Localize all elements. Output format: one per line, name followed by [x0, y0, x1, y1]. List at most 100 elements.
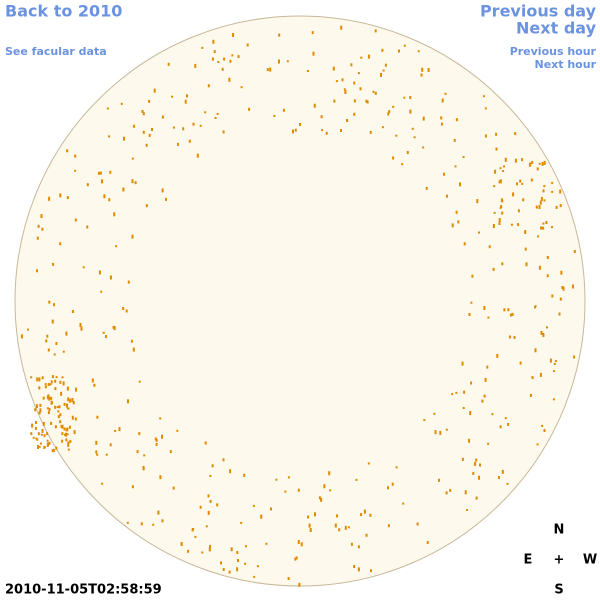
facula	[236, 567, 239, 572]
facula	[66, 386, 69, 391]
facula	[485, 134, 487, 138]
facula	[86, 225, 89, 229]
facula	[48, 408, 51, 411]
facula	[208, 547, 211, 552]
facula	[217, 61, 220, 63]
facula	[82, 266, 85, 269]
facula	[320, 497, 323, 502]
facula	[63, 402, 66, 406]
facula	[101, 179, 103, 184]
facula	[549, 358, 552, 363]
facula	[449, 488, 452, 492]
facula	[476, 199, 479, 204]
previous-hour-link[interactable]: Previous hour	[510, 45, 597, 58]
facula	[67, 397, 70, 402]
facula	[269, 67, 272, 72]
facula	[478, 475, 480, 480]
facula	[542, 222, 545, 225]
facula	[48, 396, 51, 401]
facula	[58, 405, 61, 409]
facula	[186, 94, 188, 98]
facula	[406, 151, 409, 154]
facula	[440, 116, 443, 120]
facula	[159, 475, 162, 480]
facula	[540, 196, 543, 201]
facula	[138, 380, 141, 383]
facula	[192, 528, 195, 530]
facula	[45, 339, 48, 343]
facula	[492, 224, 495, 228]
facula	[478, 231, 480, 234]
facula	[100, 290, 103, 293]
facula	[387, 112, 390, 116]
facula	[306, 70, 309, 72]
facula	[411, 127, 414, 130]
facula	[287, 577, 290, 580]
facula	[122, 187, 125, 192]
facula	[542, 333, 545, 337]
facula	[453, 138, 456, 142]
facula	[340, 129, 342, 132]
next-day-link[interactable]: Next day	[516, 19, 597, 38]
facula	[468, 438, 471, 443]
facula	[209, 544, 212, 548]
facula	[228, 77, 231, 82]
next-hour-link[interactable]: Next hour	[535, 58, 597, 71]
facula	[61, 439, 64, 443]
facula	[559, 297, 562, 301]
facula	[71, 398, 74, 403]
facula	[55, 342, 58, 345]
facula	[524, 247, 527, 251]
facula	[495, 147, 498, 151]
facula	[475, 458, 478, 462]
facula	[464, 490, 467, 495]
facula	[46, 439, 49, 442]
facula	[360, 513, 363, 517]
facula	[365, 533, 368, 537]
facula	[543, 185, 546, 188]
facula	[204, 111, 207, 114]
facula	[553, 370, 556, 373]
facula	[504, 417, 507, 420]
facula	[551, 294, 554, 298]
facula	[138, 432, 141, 436]
facula	[438, 478, 440, 482]
facula	[49, 383, 52, 386]
facula	[482, 95, 485, 98]
facula	[216, 503, 219, 507]
facula	[502, 170, 505, 172]
facula	[101, 482, 104, 485]
facula	[553, 362, 556, 365]
facula	[86, 183, 89, 187]
facula	[542, 226, 545, 230]
facula	[469, 411, 472, 415]
facular-link[interactable]: See facular data	[5, 45, 107, 58]
facula	[36, 438, 39, 441]
facula	[540, 330, 543, 335]
facula	[34, 426, 37, 430]
facula	[344, 90, 347, 94]
facula	[508, 335, 511, 339]
facula	[106, 107, 109, 110]
facula	[344, 525, 347, 530]
facula	[118, 427, 121, 432]
facula	[136, 450, 139, 454]
facula	[504, 157, 507, 162]
facula	[148, 99, 151, 103]
solar-disk	[14, 15, 586, 587]
facula	[347, 526, 350, 529]
facula	[157, 510, 160, 515]
facula	[236, 551, 239, 554]
facula	[297, 488, 300, 492]
facula	[398, 49, 400, 53]
facula	[498, 218, 501, 222]
facula	[42, 396, 45, 400]
facula	[395, 134, 398, 137]
previous-day-link[interactable]: Previous day	[480, 2, 597, 21]
facula	[71, 415, 74, 420]
facula	[350, 63, 353, 67]
facula	[538, 162, 541, 165]
compass-south: S	[554, 583, 563, 598]
back-link[interactable]: Back to 2010	[5, 2, 122, 21]
facula	[299, 123, 301, 126]
